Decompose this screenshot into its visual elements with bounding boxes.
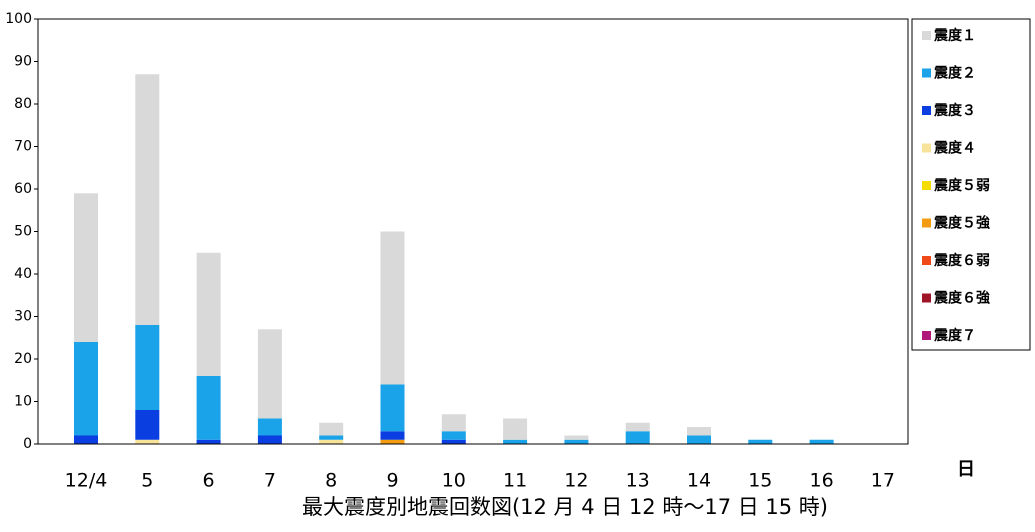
plot-frame — [37, 18, 909, 445]
y-tick-label: 40 — [14, 266, 32, 282]
bar-segment — [135, 325, 160, 410]
legend-frame — [911, 18, 1031, 351]
bar-segment — [135, 410, 160, 440]
bar-segment — [503, 439, 528, 444]
y-tick-label: 50 — [14, 224, 32, 240]
x-tick-label: 12 — [564, 470, 588, 492]
legend-swatch — [922, 181, 931, 190]
bar-segment — [687, 427, 711, 436]
bar-segment — [380, 384, 405, 432]
x-tick-label: 11 — [503, 470, 527, 492]
bar-segment — [441, 414, 466, 432]
x-tick-label: 14 — [687, 470, 711, 492]
x-tick-label: 10 — [442, 470, 466, 492]
legend-label: 震度６強 — [933, 290, 990, 307]
bar-segment — [809, 439, 834, 444]
legend-swatch — [922, 143, 931, 153]
legend-swatch — [922, 331, 931, 340]
bar-segment — [625, 422, 650, 432]
x-tick-label: 8 — [325, 470, 337, 492]
bar-segment — [441, 439, 466, 444]
x-tick-label: 9 — [386, 470, 398, 492]
bar-segment — [319, 422, 344, 436]
y-tick-label: 20 — [14, 351, 32, 367]
bar-segment — [380, 431, 405, 440]
legend-swatch — [922, 218, 931, 228]
bar-segment — [257, 435, 282, 444]
x-tick-label: 5 — [141, 470, 153, 492]
legend-label: 震度５強 — [933, 215, 990, 232]
x-tick-label: 7 — [264, 470, 276, 492]
bar-segment — [687, 435, 711, 444]
y-tick-label: 80 — [14, 96, 32, 112]
bar-segment — [257, 329, 282, 419]
legend-swatch — [922, 106, 931, 115]
bar-segment — [135, 439, 160, 444]
bar-segment — [503, 418, 528, 440]
x-tick-label: 12/4 — [65, 470, 108, 492]
y-tick-label: 0 — [23, 436, 32, 452]
bar-segment — [564, 439, 589, 444]
x-tick-label: 17 — [871, 470, 895, 492]
bar-segment — [441, 431, 466, 440]
legend-label: 震度１ — [933, 27, 976, 44]
x-tick-label: 6 — [203, 470, 215, 492]
y-tick-label: 100 — [5, 11, 32, 27]
bar-segment — [196, 252, 221, 376]
legend-label: 震度５弱 — [933, 177, 990, 194]
legend-label: 震度３ — [933, 102, 976, 119]
y-tick-label: 10 — [14, 394, 32, 410]
chart-title: 最大震度別地震回数図(12 月 4 日 12 時～17 日 15 時) — [302, 495, 828, 519]
y-tick-label: 60 — [14, 181, 32, 197]
bar-segment — [380, 439, 405, 444]
y-tick-label: 30 — [14, 309, 32, 325]
bar-segment — [748, 439, 773, 444]
legend-label: 震度４ — [933, 140, 976, 157]
x-tick-label: 16 — [810, 470, 834, 492]
bar-segment — [135, 74, 160, 325]
bar-segment — [196, 439, 221, 444]
y-tick-label: 90 — [14, 54, 32, 70]
bar-segment — [196, 376, 221, 440]
bar-segment — [319, 439, 344, 444]
bar-segment — [74, 342, 98, 436]
bar-segment — [319, 435, 344, 440]
x-tick-label: 15 — [748, 470, 772, 492]
legend-label: 震度２ — [933, 65, 976, 82]
bar-segment — [564, 435, 589, 440]
bar-segment — [625, 431, 650, 444]
x-tick-label: 13 — [626, 470, 650, 492]
bar-segment — [74, 193, 98, 342]
legend-swatch — [922, 293, 931, 303]
legend-swatch — [922, 68, 931, 78]
bar-segment — [257, 418, 282, 436]
legend-swatch — [922, 31, 931, 40]
x-unit: 日 — [957, 459, 975, 480]
legend-swatch — [922, 256, 931, 265]
legend-label: 震度６弱 — [933, 252, 990, 269]
y-tick-label: 70 — [14, 139, 32, 155]
bar-segment — [74, 435, 98, 444]
bar-segment — [380, 231, 405, 385]
legend-label: 震度７ — [933, 327, 976, 344]
